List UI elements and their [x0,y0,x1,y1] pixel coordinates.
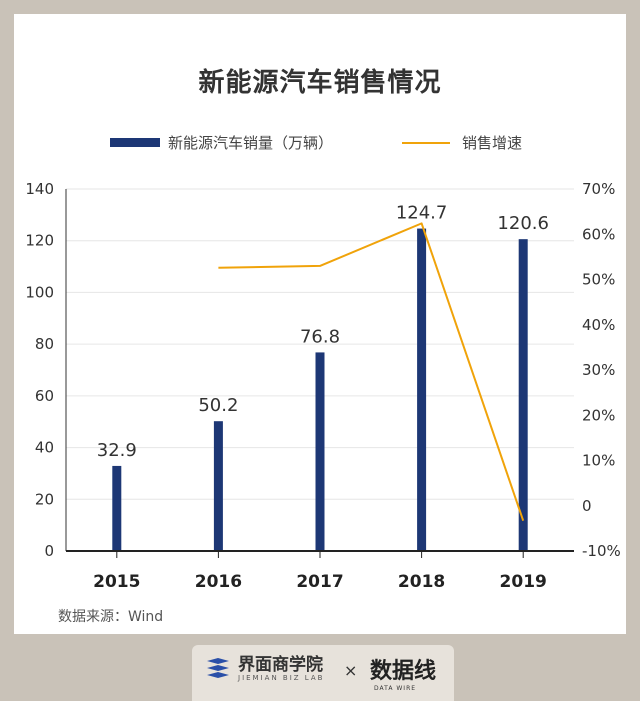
y-tick-label-left: 20 [35,490,54,508]
y-tick-label-right: 0 [582,497,592,515]
legend-label-sales: 新能源汽车销量（万辆） [168,134,334,152]
y-tick-label-right: -10% [582,542,621,560]
legend-swatch-line [402,141,450,144]
data-label-2018: 124.7 [396,203,448,224]
bar-2019 [518,239,528,552]
y-tick-label-right: 20% [582,406,615,424]
y-tick-label-left: 100 [25,283,54,301]
jiemian-name: 界面商学院 [238,655,323,675]
y-tick-label-left: 140 [25,180,54,198]
data-label-2016: 50.2 [198,395,238,416]
chart-plot: 0 20 40 60 80 100 120 140 -10% 0 10% 20% 30% 40% 50% 60… [25,180,621,592]
x-tick-label-2018: 2018 [398,572,445,592]
y-tick-label-left: 60 [35,387,54,405]
y-tick-label-right: 40% [582,316,615,334]
y-tick-label-left: 40 [35,439,54,457]
legend-item-sales: 新能源汽车销量（万辆） [110,132,333,153]
jiemian-sub: JIEMIAN BIZ LAB [238,674,325,682]
chart-title: 新能源汽车销售情况 [198,68,442,98]
jiemian-logo: 界面商学院 JIEMIAN BIZ LAB [204,655,324,683]
legend-label-growth: 销售增速 [462,134,523,152]
legend-item-growth: 销售增速 [402,132,522,153]
bar-2015 [112,465,122,551]
bar-2017 [315,352,325,551]
y-tick-label-right: 70% [582,180,615,198]
x-tick-label-2015: 2015 [93,572,140,592]
y-tick-label-right: 50% [582,271,615,289]
y-tick-label-left: 120 [25,232,54,250]
bar-2016 [213,421,223,551]
data-label-2015: 32.9 [97,440,137,461]
y-tick-label-left: 80 [35,335,54,353]
x-tick-label-2019: 2019 [500,572,547,592]
jiemian-logo-icon [207,658,229,678]
brand-separator: × [344,661,358,680]
chart-card: 新能源汽车销售情况 新能源汽车销量（万辆） 销售增速 0 20 40 60 80 100 1… [14,14,626,634]
bar-2018 [417,228,427,551]
legend-swatch-bar [110,138,160,147]
x-tick-label-2016: 2016 [195,572,242,592]
y-tick-label-right: 10% [582,452,615,470]
x-tick-label-2017: 2017 [296,572,343,592]
data-label-2019: 120.6 [497,213,549,234]
data-source: 数据来源：Wind [58,609,164,625]
y-tick-label-right: 60% [582,225,615,243]
datawire-logo: 数据线 DATA WIRE [370,653,436,692]
data-label-2017: 76.8 [300,326,340,347]
datawire-sub: DATA WIRE [374,685,417,692]
y-tick-label-right: 30% [582,361,615,379]
chart-legend: 新能源汽车销量（万辆） 销售增速 [14,132,626,154]
footer-brand-bar: 界面商学院 JIEMIAN BIZ LAB × 数据线 DATA WIRE [192,645,454,701]
y-tick-label-left: 0 [44,542,54,560]
growth-line [218,222,525,522]
datawire-name: 数据线 [370,659,437,684]
